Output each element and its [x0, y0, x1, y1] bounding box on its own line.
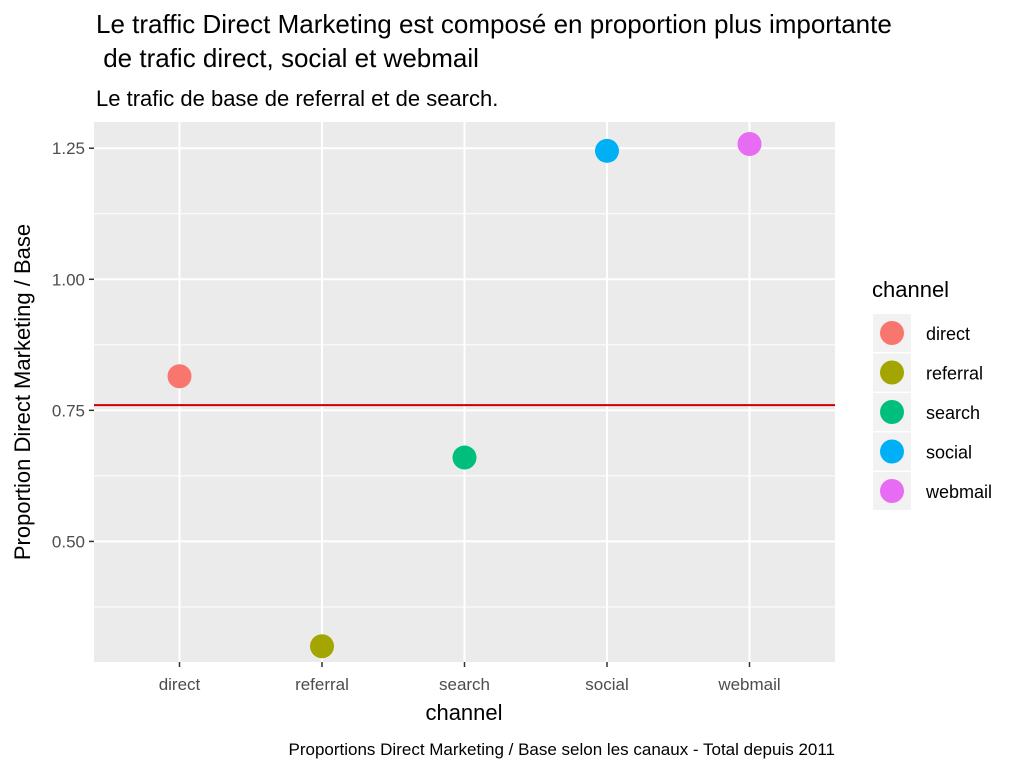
legend-label-search: search [926, 403, 980, 423]
x-tick-label: direct [159, 675, 201, 694]
data-point-direct [167, 364, 192, 389]
y-tick-label: 0.75 [52, 401, 85, 420]
legend-swatch-social [880, 439, 904, 464]
legend: direct referral search social webmail [873, 314, 992, 510]
y-tick-label: 1.00 [52, 270, 85, 289]
x-tick-label: referral [295, 675, 349, 694]
y-tick-label: 1.25 [52, 139, 85, 158]
y-axis: 0.50 0.75 1.00 1.25 [52, 139, 94, 551]
x-axis: direct referral search social webmail [159, 662, 781, 694]
data-point-social [595, 138, 619, 163]
x-tick-label: search [439, 675, 490, 694]
chart-title-line-1: Le traffic Direct Marketing est composé … [96, 9, 892, 39]
legend-title: channel [872, 277, 949, 302]
legend-swatch-referral [880, 360, 904, 385]
x-axis-label: channel [425, 700, 502, 725]
x-tick-label: social [585, 675, 628, 694]
data-points [167, 132, 762, 659]
y-axis-label: Proportion Direct Marketing / Base [10, 224, 35, 560]
major-gridlines [94, 122, 835, 662]
legend-label-webmail: webmail [925, 482, 992, 502]
legend-label-direct: direct [926, 324, 970, 344]
data-point-search [452, 445, 477, 470]
chart-caption: Proportions Direct Marketing / Base selo… [289, 740, 836, 759]
legend-label-social: social [926, 443, 972, 463]
data-point-referral [310, 634, 334, 659]
legend-label-referral: referral [926, 364, 983, 384]
y-tick-label: 0.50 [52, 532, 85, 551]
chart-title-line-2: de trafic direct, social et webmail [96, 43, 479, 73]
x-tick-label: webmail [717, 675, 780, 694]
chart-subtitle: Le trafic de base de referral et de sear… [96, 86, 498, 111]
data-point-webmail [737, 132, 762, 157]
legend-swatch-search [880, 400, 904, 424]
legend-swatch-direct [880, 321, 904, 345]
legend-swatch-webmail [880, 479, 904, 503]
